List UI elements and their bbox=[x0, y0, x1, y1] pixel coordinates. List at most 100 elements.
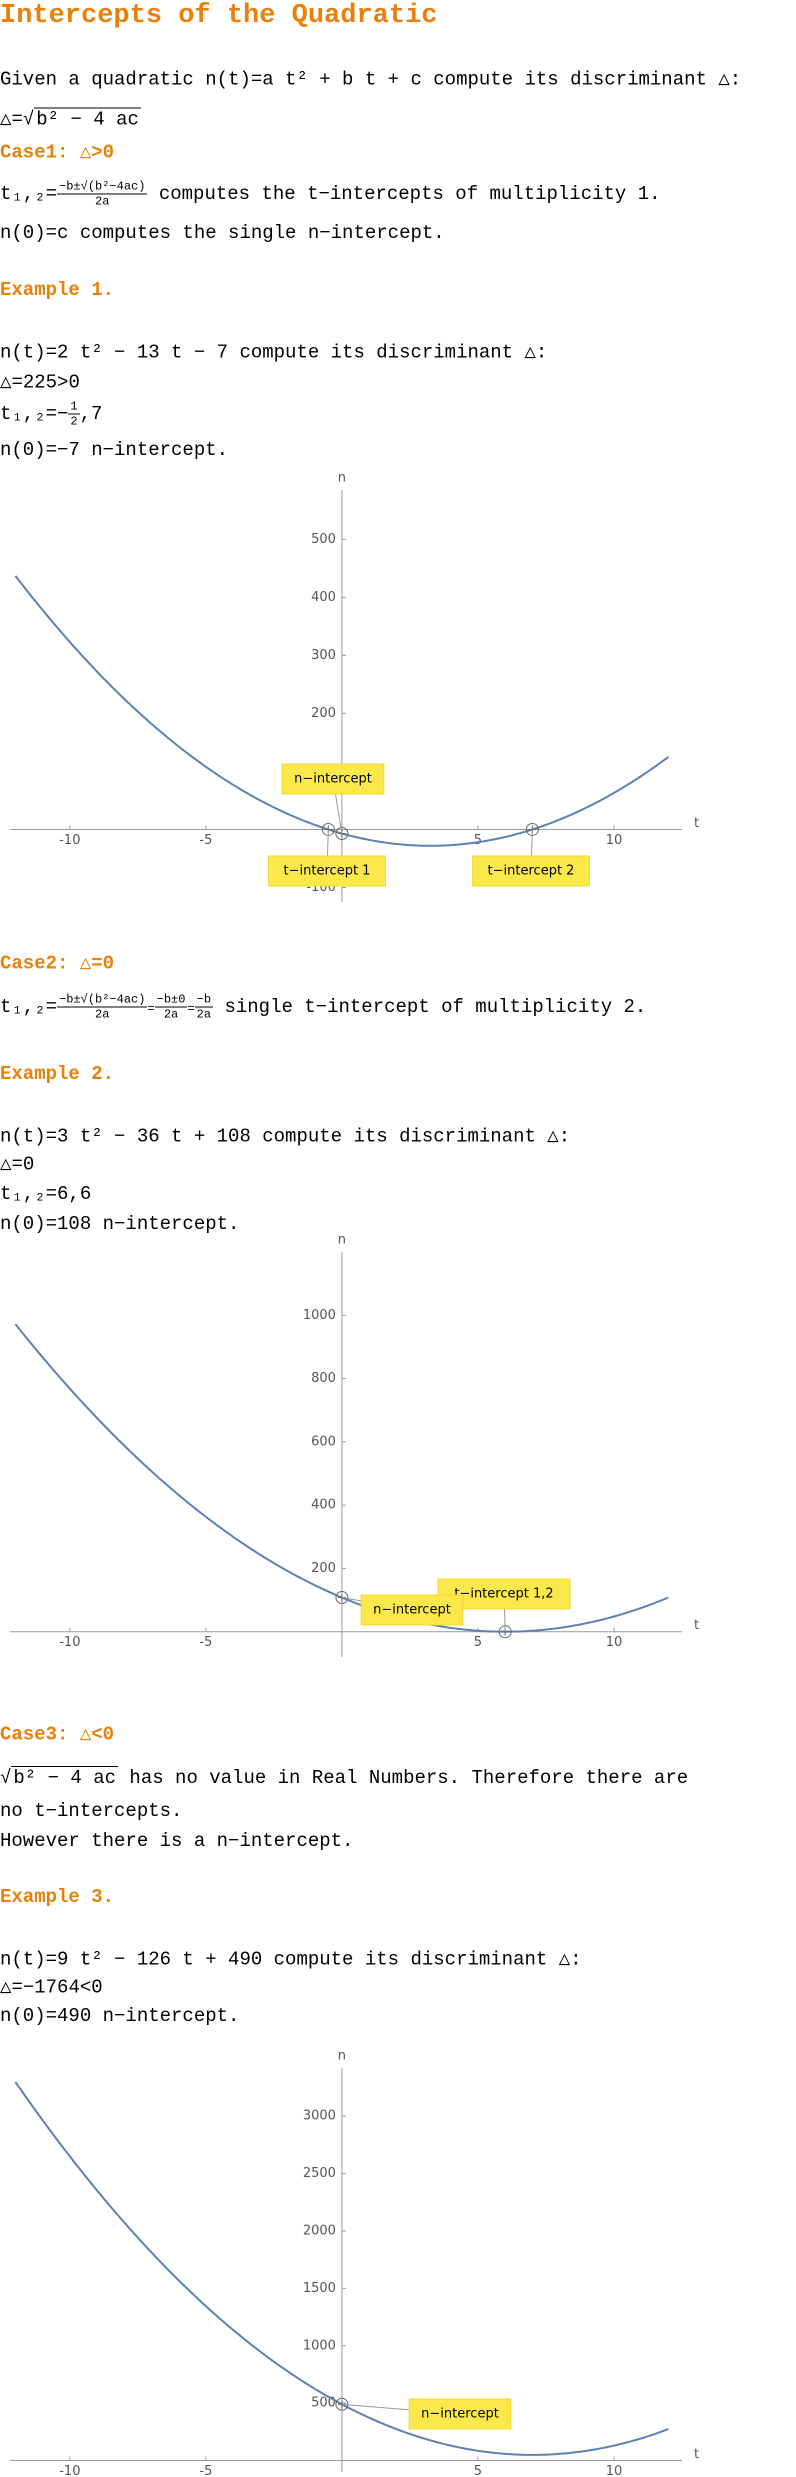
fraction: −b 2a bbox=[194, 992, 214, 1022]
x-tick-label: -5 bbox=[199, 833, 212, 848]
formula: t₁,₂= −b±√(b²−4ac) 2a = −b±0 2a = −b 2a single t… bbox=[0, 993, 646, 1022]
denominator: 2 bbox=[70, 414, 78, 429]
text: single t−intercept of multiplicity 2. bbox=[213, 996, 647, 1019]
fraction: −b±√(b²−4ac) 2a bbox=[57, 992, 148, 1022]
numerator: −b±√(b²−4ac) bbox=[57, 179, 148, 195]
denominator: 2a bbox=[163, 1007, 179, 1022]
y-tick-label: 1000 bbox=[303, 1308, 336, 1323]
text: n(t)=3 t² − 36 t + 108 compute its discr… bbox=[0, 1125, 571, 1148]
intercept-point bbox=[335, 1591, 349, 1605]
x-axis-label: t bbox=[694, 2447, 699, 2462]
callout-label: t−intercept 1 bbox=[284, 864, 371, 879]
callout-label: n−intercept bbox=[373, 1603, 451, 1618]
text: t₁,₂=− bbox=[0, 403, 69, 426]
y-tick-label: 300 bbox=[311, 648, 336, 663]
callout-label: t−intercept 2 bbox=[488, 864, 575, 879]
y-tick-label: 2500 bbox=[303, 2166, 336, 2181]
text: ,7 bbox=[79, 403, 103, 426]
discriminant: △=√ b² − 4 ac bbox=[0, 107, 141, 131]
intercept-point bbox=[335, 827, 349, 841]
text: t₁,₂= bbox=[0, 996, 58, 1019]
radical: √ b² − 4 ac bbox=[0, 1766, 119, 1789]
fraction: −b±√(b²−4ac) 2a bbox=[57, 179, 148, 209]
heading: Case3: △<0 bbox=[0, 1723, 115, 1746]
formula: t₁,₂= −b±√(b²−4ac) 2a computes the t−inter… bbox=[0, 180, 661, 209]
heading: Example 1. bbox=[0, 279, 115, 301]
y-axis-label: n bbox=[338, 2049, 346, 2064]
y-tick-label: 500 bbox=[311, 2396, 336, 2411]
text: n(0)=108 n−intercept. bbox=[0, 1213, 240, 1235]
text: △= bbox=[0, 108, 23, 131]
y-tick-label: 200 bbox=[311, 1561, 336, 1576]
y-tick-label: 400 bbox=[311, 1498, 336, 1513]
denominator: 2a bbox=[95, 1007, 110, 1022]
callout-box bbox=[268, 855, 386, 887]
callout-box bbox=[408, 2398, 512, 2430]
callout-label: t−intercept 1,2 bbox=[454, 1587, 553, 1602]
x-tick-label: -5 bbox=[199, 2464, 212, 2477]
text: = bbox=[187, 1002, 195, 1017]
y-tick-label: 600 bbox=[311, 1434, 336, 1449]
text: t₁,₂= bbox=[0, 183, 58, 206]
text: has no value in Real Numbers. Therefore … bbox=[118, 1767, 689, 1789]
callout-label: n−intercept bbox=[421, 2407, 499, 2422]
radical: √ b² − 4 ac bbox=[22, 107, 141, 131]
text: n(t)=2 t² − 13 t − 7 compute its discrim… bbox=[0, 341, 548, 364]
title: Intercepts of the Quadratic bbox=[0, 1, 438, 31]
text: However there is a n−intercept. bbox=[0, 1830, 354, 1852]
radicand: b² − 4 ac bbox=[11, 1766, 119, 1789]
y-axis-label: n bbox=[338, 1233, 346, 1248]
text: n(0)=−7 n−intercept. bbox=[0, 439, 229, 461]
text: √ b² − 4 ac has no value in Real Numbers.… bbox=[0, 1766, 689, 1789]
x-tick-label: -10 bbox=[59, 833, 80, 848]
text: △=225>0 bbox=[0, 371, 80, 394]
callout-box bbox=[281, 763, 385, 795]
roots: t₁,₂=− 1 2,7 bbox=[0, 400, 102, 429]
heading: Case1: △>0 bbox=[0, 141, 115, 164]
text: computes the t−intercepts of multiplicit… bbox=[147, 183, 661, 206]
y-tick-label: 1500 bbox=[303, 2281, 336, 2296]
x-tick-label: -5 bbox=[199, 1635, 212, 1650]
x-tick-label: 10 bbox=[606, 2464, 623, 2477]
y-tick-label: 2000 bbox=[303, 2223, 336, 2238]
x-tick-label: 5 bbox=[474, 1635, 482, 1650]
text: t₁,₂=6,6 bbox=[0, 1183, 92, 1205]
text: = bbox=[147, 1002, 155, 1017]
heading: Example 3. bbox=[0, 1886, 115, 1908]
text: n(0)=490 n−intercept. bbox=[0, 2005, 240, 2027]
fraction: −b±0 2a bbox=[154, 993, 188, 1022]
y-tick-label: 800 bbox=[311, 1371, 336, 1386]
text: no t−intercepts. bbox=[0, 1800, 183, 1822]
x-axis-label: t bbox=[694, 816, 699, 831]
y-tick-label: 500 bbox=[311, 532, 336, 547]
y-axis-label: n bbox=[338, 471, 346, 486]
callout-label: n−intercept bbox=[294, 772, 372, 787]
x-tick-label: 10 bbox=[606, 1635, 623, 1650]
text: △=−1764<0 bbox=[0, 1976, 103, 1999]
numerator: −b bbox=[194, 992, 214, 1008]
numerator: 1 bbox=[68, 399, 80, 415]
numerator: −b±√(b²−4ac) bbox=[57, 992, 148, 1008]
text: △=0 bbox=[0, 1153, 35, 1176]
callout-box bbox=[360, 1594, 464, 1626]
callout-box bbox=[472, 855, 590, 887]
x-tick-label: 5 bbox=[474, 2464, 482, 2477]
radicand: b² − 4 ac bbox=[34, 107, 141, 131]
y-tick-label: 1000 bbox=[303, 2338, 336, 2353]
denominator: 2a bbox=[95, 194, 110, 209]
heading: Case2: △=0 bbox=[0, 952, 115, 975]
y-tick-label: 200 bbox=[311, 706, 336, 721]
y-tick-label: 3000 bbox=[303, 2109, 336, 2124]
intro: Given a quadratic n(t)=a t² + b t + c co… bbox=[0, 68, 742, 91]
denominator: 2a bbox=[196, 1007, 212, 1022]
x-axis-label: t bbox=[694, 1618, 699, 1633]
text: n(t)=9 t² − 126 t + 490 compute its disc… bbox=[0, 1948, 582, 1971]
text: n(0)=c computes the single n−intercept. bbox=[0, 222, 445, 244]
x-tick-label: 5 bbox=[474, 833, 482, 848]
y-tick-label: 400 bbox=[311, 590, 336, 605]
x-tick-label: -10 bbox=[59, 1635, 80, 1650]
x-tick-label: 10 bbox=[606, 833, 623, 848]
